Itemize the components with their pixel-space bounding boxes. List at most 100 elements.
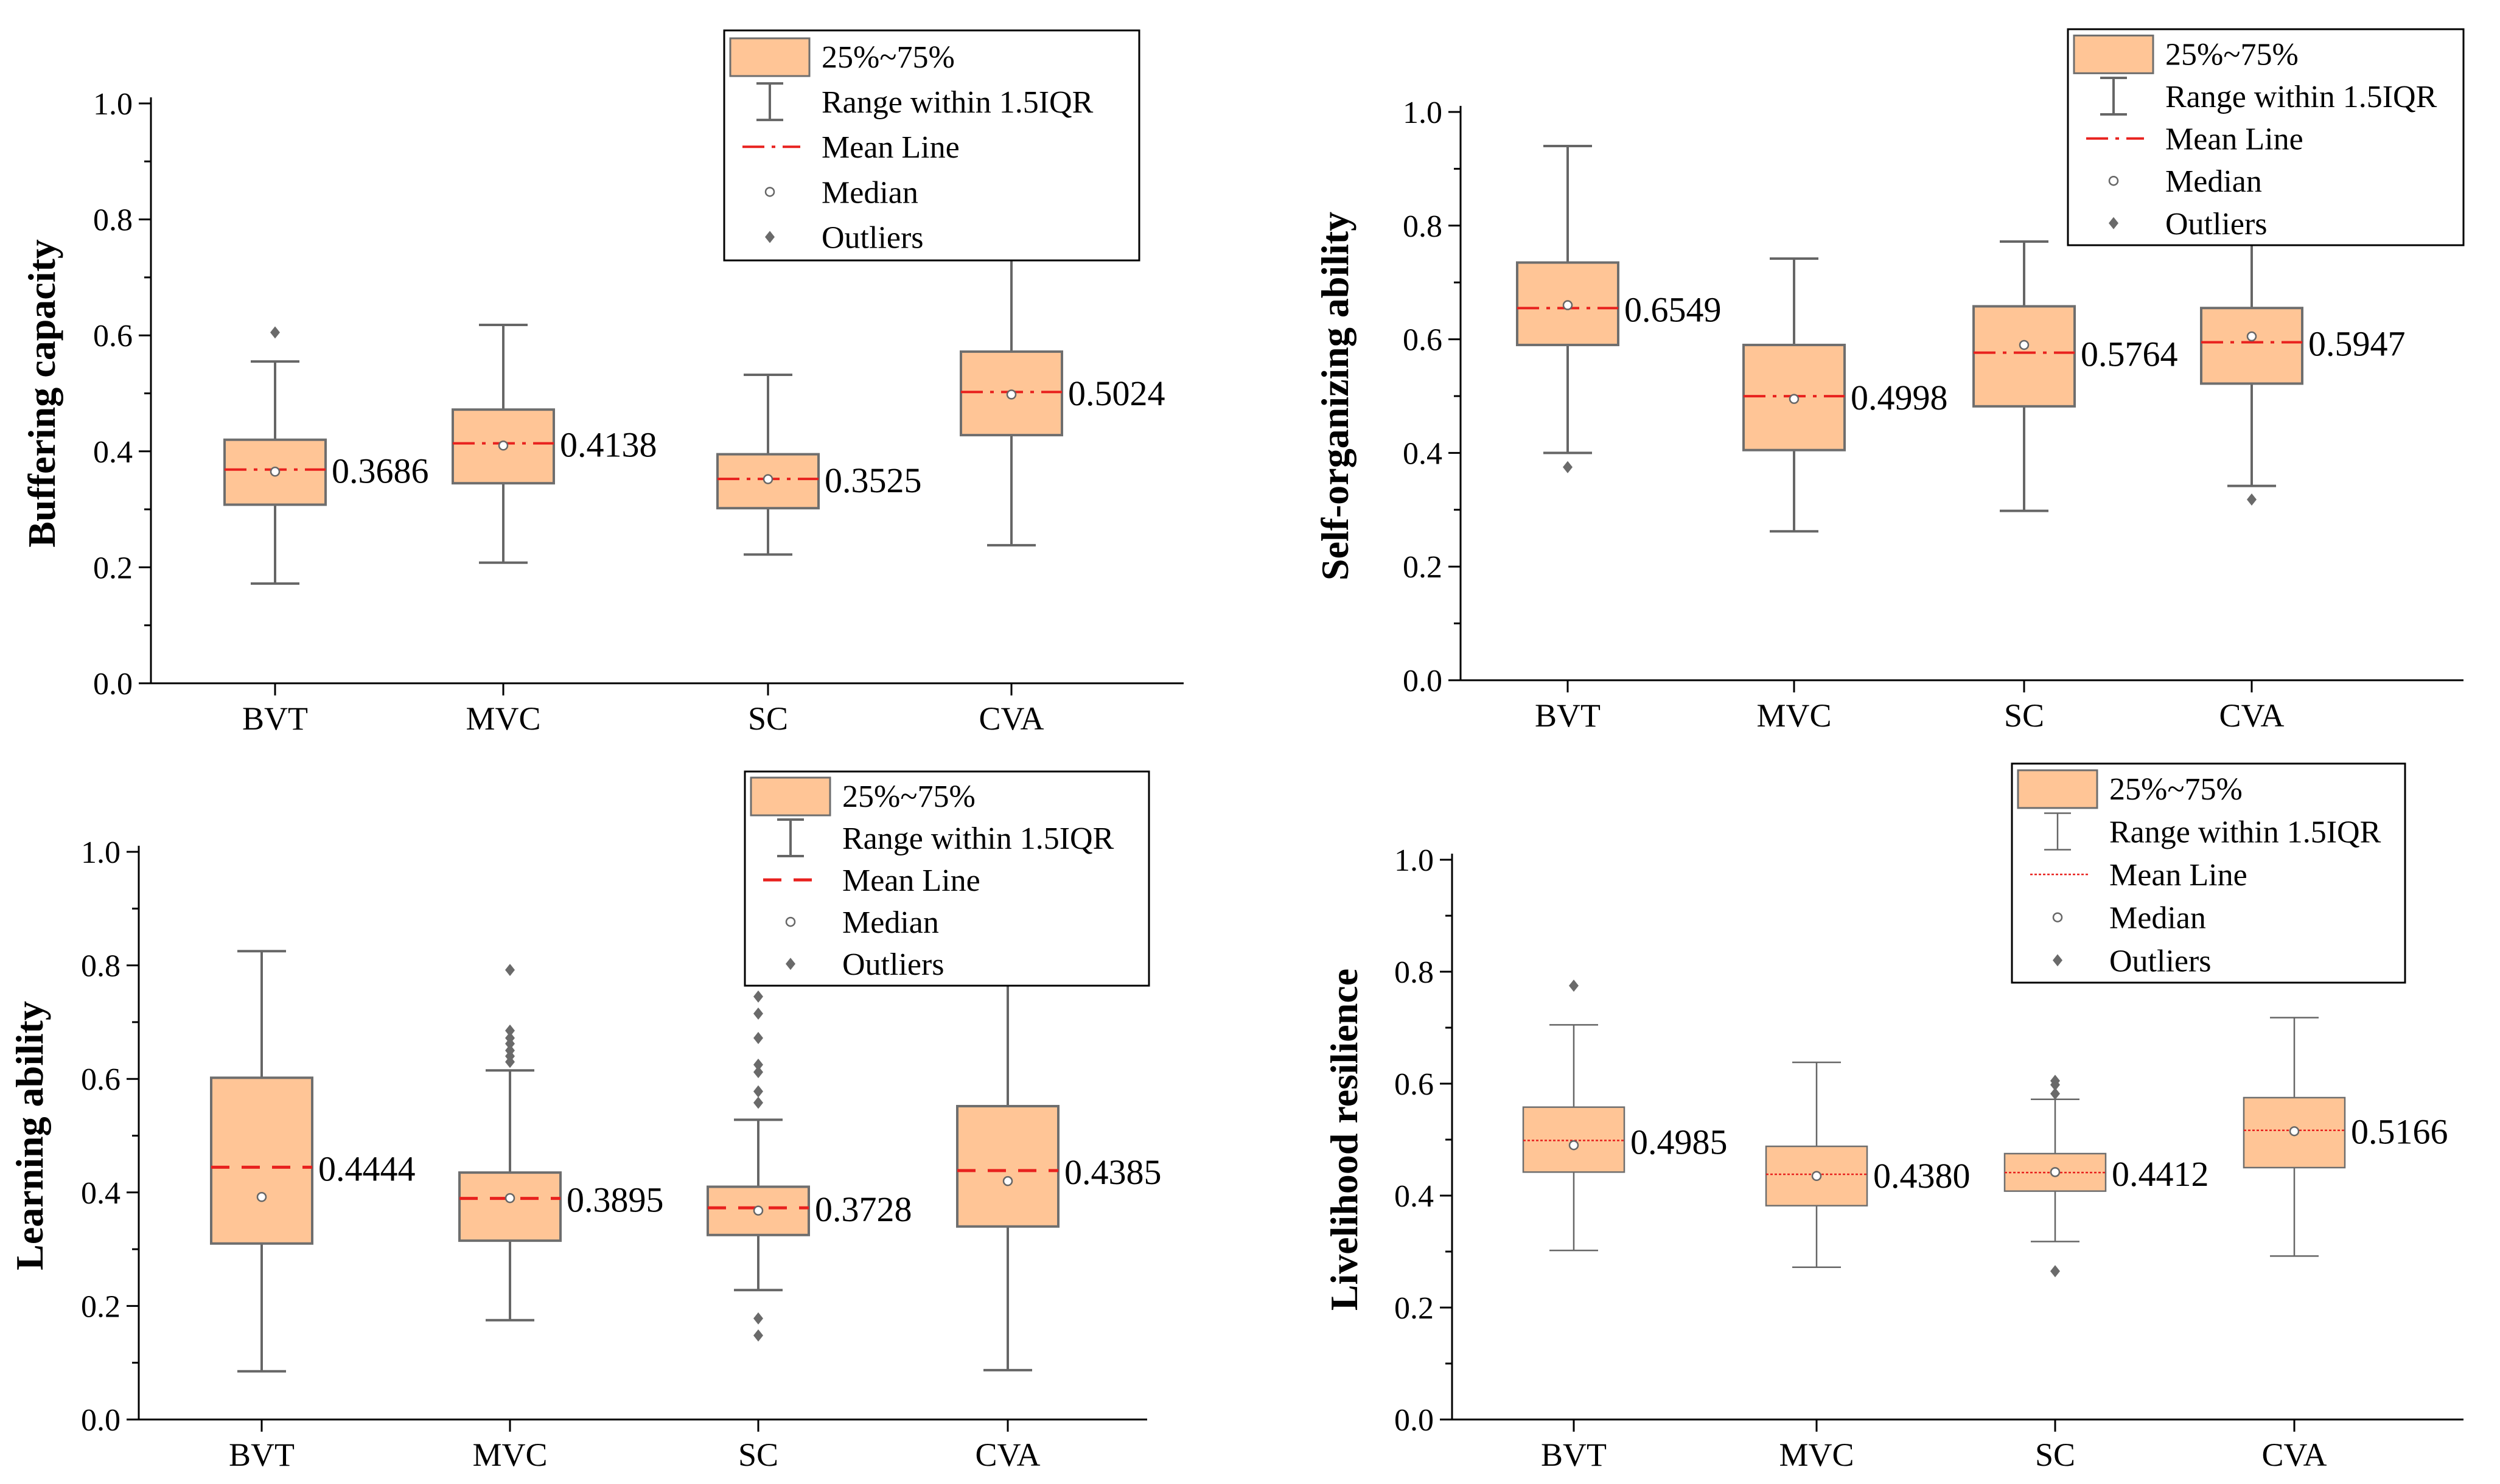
x-tick-label-cva: CVA (975, 1437, 1040, 1473)
legend-outlier-symbol (2053, 954, 2062, 967)
median-marker (763, 474, 773, 484)
legend-item-range: Range within 1.5IQR (777, 818, 1114, 858)
median-marker (1789, 394, 1800, 404)
legend-label-box: 25%~75% (842, 779, 976, 814)
x-tick-label-mvc: MVC (466, 700, 540, 737)
legend-box-swatch (729, 37, 811, 77)
iqr-box (210, 1076, 313, 1245)
legend-label-mean: Mean Line (842, 863, 980, 898)
y-tick-label: 0.8 (81, 949, 120, 984)
outlier-point (753, 1066, 763, 1079)
outlier-point (753, 1032, 763, 1045)
y-tick-label: 0.4 (1403, 436, 1442, 471)
box-sc: 0.4412 (2003, 1075, 2209, 1278)
iqr-box (707, 1185, 810, 1236)
legend-item-box: 25%~75% (2017, 769, 2243, 809)
mean-value-label: 0.4985 (1630, 1122, 1728, 1162)
y-tick-label: 0.0 (1403, 664, 1442, 698)
outlier-point (505, 1032, 515, 1045)
box-bvt: 0.3686 (223, 326, 429, 585)
legend-item-median: Median (785, 905, 939, 940)
legend: 25%~75% Range within 1.5IQR Mean Line Media… (2011, 762, 2406, 984)
legend-label-median: Median (2165, 164, 2262, 199)
legend-label-range: Range within 1.5IQR (2109, 815, 2381, 850)
y-axis-label: Buffering capacity (20, 239, 63, 548)
legend-item-outliers: Outliers (2053, 944, 2212, 978)
legend-label-range: Range within 1.5IQR (842, 821, 1114, 856)
legend-item-median: Median (2108, 164, 2262, 199)
outlier-point (1569, 980, 1579, 992)
mean-value-label: 0.4138 (560, 425, 657, 465)
mean-value-label: 0.4412 (2112, 1154, 2209, 1194)
outlier-point (2050, 1075, 2060, 1087)
legend: 25%~75% Range within 1.5IQR Mean Line Media… (744, 770, 1150, 987)
y-axis-label: Learning ability (8, 1001, 51, 1270)
iqr-box (452, 408, 555, 485)
median-marker (1811, 1171, 1822, 1182)
box-bvt: 0.6549 (1516, 145, 1722, 473)
outlier-point (753, 1096, 763, 1109)
box-mvc: 0.4138 (452, 324, 657, 564)
legend-label-range: Range within 1.5IQR (822, 85, 1094, 120)
median-marker (1006, 389, 1017, 400)
legend-item-mean: Mean Line (742, 130, 960, 165)
y-tick-label: 0.4 (93, 435, 133, 470)
x-tick-label-cva: CVA (2219, 697, 2284, 734)
y-tick-label: 1.0 (1394, 843, 1434, 878)
mean-value-label: 0.4444 (318, 1149, 416, 1188)
median-marker (2289, 1126, 2300, 1137)
outlier-point (505, 964, 515, 977)
legend-item-range: Range within 1.5IQR (756, 82, 1094, 122)
y-tick-label: 0.4 (81, 1176, 120, 1211)
legend-item-median: Median (2052, 901, 2206, 936)
box-sc: 0.5764 (1972, 240, 2178, 512)
legend-box-swatch (750, 776, 831, 817)
legend-label-median: Median (842, 905, 939, 940)
mean-value-label: 0.6549 (1624, 290, 1722, 329)
y-tick-label: 0.0 (81, 1403, 120, 1438)
legend-item-mean: Mean Line (763, 863, 980, 898)
box-mvc: 0.4380 (1765, 1061, 1971, 1269)
y-tick-label: 0.6 (1403, 323, 1442, 358)
y-tick-label: 0.2 (1394, 1291, 1434, 1326)
y-tick-label: 0.8 (1403, 209, 1442, 244)
legend-label-mean: Mean Line (822, 130, 960, 165)
mean-value-label: 0.5024 (1068, 374, 1165, 413)
legend-median-symbol (764, 187, 775, 197)
legend-item-mean: Mean Line (2030, 858, 2247, 893)
mean-value-label: 0.3686 (332, 451, 429, 491)
y-axis-label: Livelihood resilience (1322, 969, 1366, 1311)
legend-label-outliers: Outliers (2165, 207, 2268, 242)
outlier-point (753, 990, 763, 1003)
x-tick-label-bvt: BVT (1535, 697, 1601, 734)
box-cva: 0.5947 (2200, 239, 2406, 506)
y-tick-label: 0.8 (93, 203, 133, 238)
box-cva: 0.5024 (960, 256, 1165, 547)
x-tick-label-sc: SC (748, 700, 788, 737)
y-tick-label: 0.0 (1394, 1403, 1434, 1438)
median-marker (2019, 340, 2030, 350)
legend-median-symbol (2052, 912, 2063, 922)
outlier-point (2050, 1265, 2060, 1278)
x-tick-label-sc: SC (2004, 697, 2044, 734)
legend-label-box: 25%~75% (822, 40, 955, 75)
legend-label-range: Range within 1.5IQR (2165, 80, 2437, 114)
legend-item-box: 25%~75% (729, 37, 955, 77)
legend-label-box: 25%~75% (2109, 772, 2243, 807)
legend-item-outliers: Outliers (765, 220, 924, 255)
median-marker (753, 1205, 764, 1216)
mean-value-label: 0.5166 (2351, 1112, 2448, 1152)
median-marker (256, 1192, 267, 1202)
legend-item-outliers: Outliers (786, 947, 944, 982)
legend-label-outliers: Outliers (842, 947, 944, 982)
x-tick-label-bvt: BVT (1541, 1437, 1607, 1473)
y-tick-label: 1.0 (93, 87, 133, 122)
mean-value-label: 0.5947 (2308, 324, 2406, 364)
box-mvc: 0.4998 (1742, 257, 1948, 533)
legend-item-box: 25%~75% (2073, 34, 2299, 74)
legend: 25%~75% Range within 1.5IQR Mean Line Media… (723, 29, 1140, 262)
outlier-point (753, 1329, 763, 1342)
box-bvt: 0.4985 (1522, 980, 1728, 1252)
legend-median-symbol (2108, 175, 2119, 186)
box-cva: 0.4385 (956, 964, 1162, 1371)
